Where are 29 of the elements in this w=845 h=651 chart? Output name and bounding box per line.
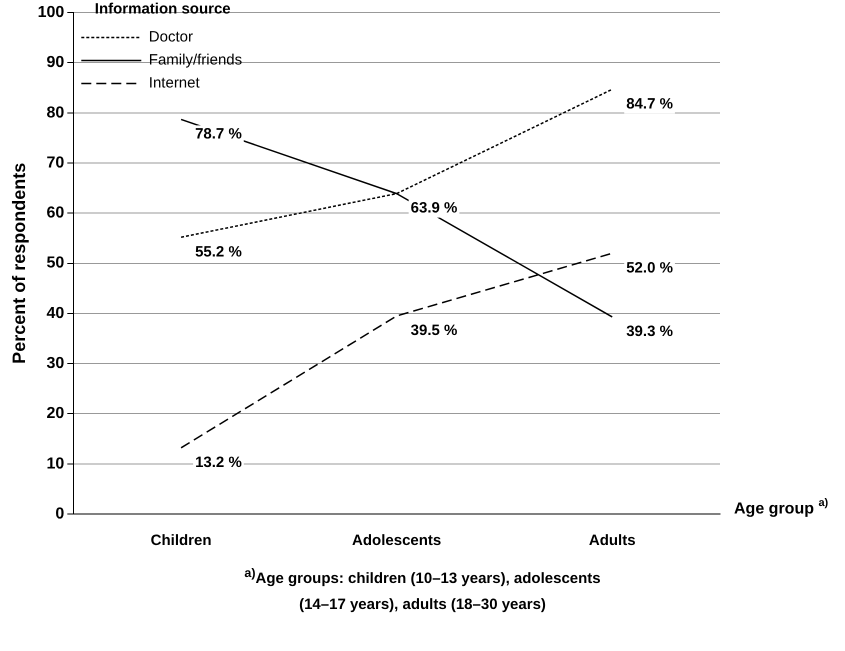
data-label: 39.5 % [410, 322, 458, 340]
y-tick-label: 10 [46, 455, 64, 472]
y-tick-label: 50 [46, 254, 64, 272]
data-label: 13.2 % [195, 454, 242, 471]
y-tick-label: 60 [46, 204, 64, 222]
data-label: 39.3 % [626, 323, 673, 340]
x-tick-label: Adolescents [352, 532, 442, 550]
y-tick-label: 40 [46, 304, 64, 322]
y-tick-label: 20 [46, 405, 64, 422]
y-tick-label: 80 [46, 104, 64, 122]
y-tick-label: 0 [55, 505, 64, 522]
legend-title: Information source [94, 0, 231, 18]
x-axis-title: Age group a) [734, 497, 829, 518]
y-tick-label: 90 [46, 54, 64, 72]
data-label: 55.2 % [195, 243, 242, 260]
y-tick-label: 100 [38, 4, 64, 22]
data-label: 84.7 % [626, 95, 673, 112]
data-label: 52.0 % [626, 259, 673, 276]
y-axis-title: Percent of respondents [8, 162, 29, 364]
legend-label: Doctor [148, 28, 193, 46]
x-tick-label: Children [150, 532, 212, 550]
legend-label: Internet [148, 74, 200, 92]
text: $^{a)}$Age groups: children (10–13 years), adolescents (14–17 years), adults (18–30 years) [243, 565, 602, 615]
x-tick-label: Adults [588, 532, 636, 550]
data-label: 78.7 % [195, 126, 242, 143]
y-tick-label: 30 [46, 354, 64, 372]
y-tick-label: 70 [46, 154, 64, 172]
data-label: 63.9 % [410, 200, 458, 217]
legend-label: Family/friends [148, 52, 242, 69]
